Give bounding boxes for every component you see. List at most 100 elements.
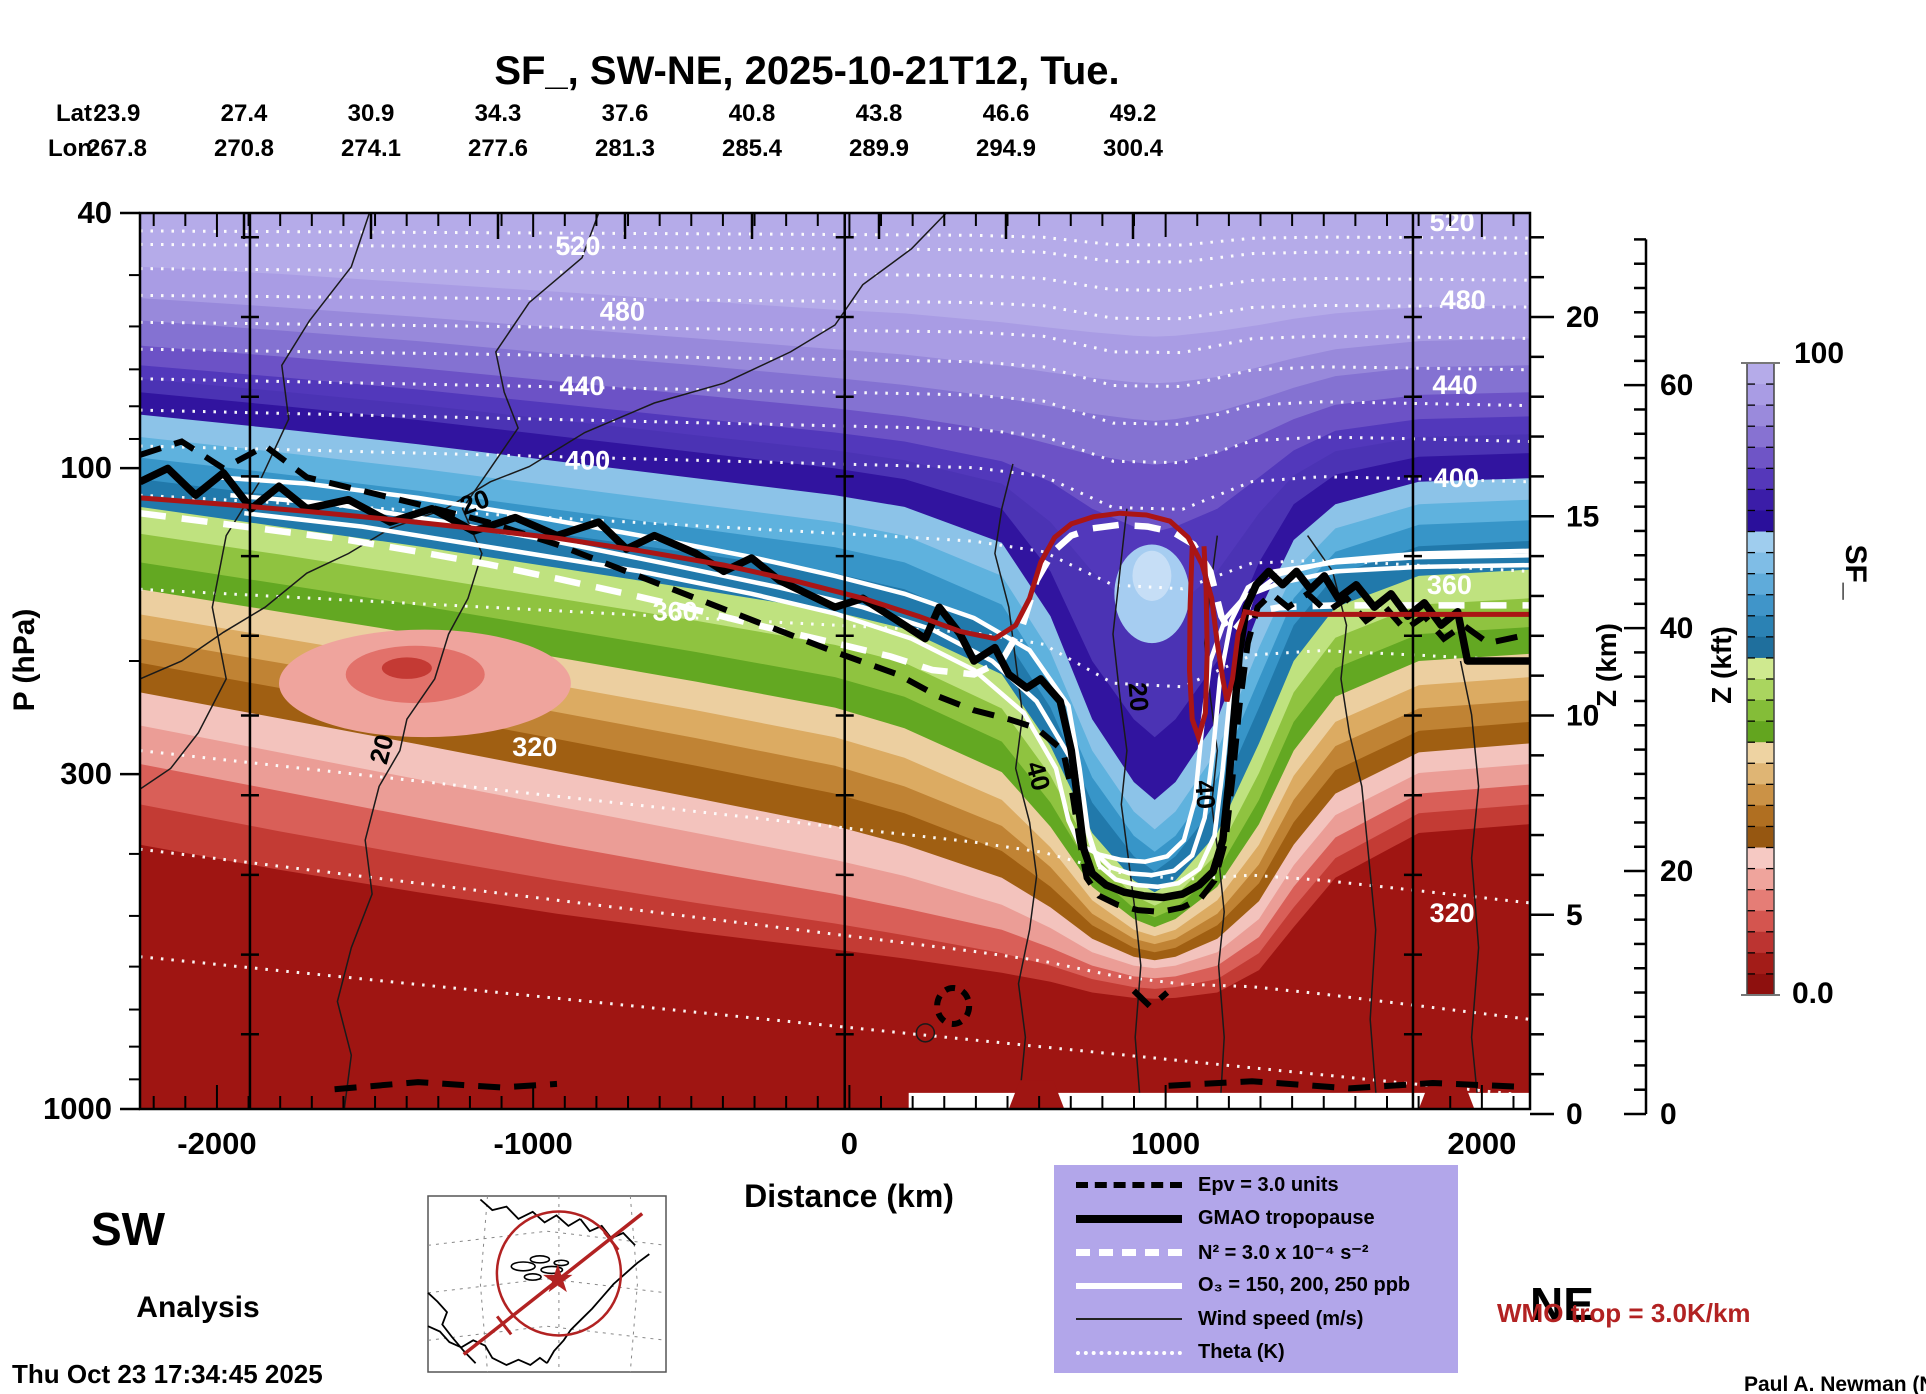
- legend-item: Wind speed (m/s): [1054, 1304, 1458, 1334]
- colorbar-segment: [1747, 531, 1774, 554]
- lon-row-label: Lon:: [48, 135, 100, 162]
- theta-contour: [140, 444, 1530, 511]
- colorbar-segment: [1747, 468, 1774, 490]
- gmao-tropopause-line: [140, 464, 1530, 902]
- theta-label: 320: [512, 732, 557, 762]
- page-title: SF_, SW-NE, 2025-10-21T12, Tue.: [494, 49, 1119, 93]
- legend-label: N² = 3.0 x 10⁻⁴ s⁻²: [1198, 1241, 1369, 1264]
- wmo-tropopause-line: [140, 495, 1530, 746]
- theta-label: 400: [565, 445, 610, 475]
- legend-swatch-wind: [1076, 1318, 1182, 1321]
- terrain-strip: [908, 1092, 1530, 1109]
- fill-band: [140, 824, 1530, 1109]
- wind-speed-contour-lines: [140, 213, 1480, 1109]
- colorbar-title: SF_: [1839, 544, 1872, 599]
- colorbar-segment: [1747, 784, 1774, 806]
- map-section-line: [462, 1212, 644, 1356]
- colorbar-segment: [1747, 847, 1774, 870]
- theta-label: 360: [653, 597, 698, 627]
- epv-segment: [1131, 988, 1170, 1011]
- lat-value: 49.2: [1110, 100, 1157, 127]
- theta-label: 440: [1432, 370, 1477, 400]
- analysis-label: Analysis: [136, 1291, 259, 1324]
- theta-contour: [140, 749, 1530, 905]
- z-kft-tick-label: 0: [1660, 1098, 1677, 1131]
- lat-value: 34.3: [475, 100, 522, 127]
- lon-value: 285.4: [722, 135, 783, 162]
- theta-contour: [140, 320, 1530, 355]
- legend-label: Theta (K): [1198, 1341, 1285, 1364]
- lon-value: 294.9: [976, 135, 1036, 162]
- colorbar-segment: [1747, 426, 1774, 448]
- theta-label: 320: [1430, 898, 1475, 928]
- wind-label: 20: [1122, 681, 1154, 712]
- lat-value: 43.8: [856, 100, 903, 127]
- map-coastline: [427, 1325, 548, 1367]
- colorbar-segment: [1747, 679, 1774, 701]
- colorbar-segment: [1747, 363, 1774, 385]
- epv-segment: [334, 1079, 558, 1093]
- colorbar-segment: [1747, 700, 1774, 722]
- colorbar-segment: [1747, 657, 1774, 680]
- wmo-loop: [1186, 546, 1210, 746]
- lat-value: 23.9: [94, 100, 141, 127]
- legend-item: Epv = 3.0 units: [1054, 1170, 1458, 1200]
- lat-value: 27.4: [221, 100, 268, 127]
- lon-value: 300.4: [1103, 135, 1164, 162]
- theta-label: 520: [555, 231, 600, 261]
- lat-value: 40.8: [729, 100, 776, 127]
- anomaly-blob: [1132, 550, 1172, 601]
- sw-corner-label: SW: [91, 1203, 166, 1255]
- theta-contour: [140, 377, 1530, 426]
- colorbar-segment: [1747, 489, 1774, 512]
- wind-contour: [140, 213, 947, 680]
- map-coastline: [427, 1292, 477, 1364]
- colorbar-max-label: 100: [1794, 337, 1844, 370]
- gmao-tropopause: [140, 464, 1530, 902]
- distance-tick-label: 2000: [1447, 1126, 1516, 1161]
- legend-swatch-gmao: [1076, 1214, 1182, 1223]
- theta-label: 400: [1434, 463, 1479, 493]
- timestamp-label: Thu Oct 23 17:34:45 2025: [12, 1359, 323, 1389]
- lon-value: 274.1: [341, 135, 401, 162]
- anomaly-blob: [381, 657, 432, 679]
- colorbar-segment: [1747, 615, 1774, 638]
- colorbar-segment: [1747, 952, 1774, 975]
- distance-tick-label: 0: [841, 1126, 858, 1161]
- distance-tick-label: 1000: [1131, 1126, 1200, 1161]
- colorbar-segment: [1747, 763, 1774, 785]
- legend-item: N² = 3.0 x 10⁻⁴ s⁻²: [1054, 1237, 1458, 1267]
- z-km-tick-label: 0: [1566, 1098, 1583, 1131]
- pressure-tick-label: 40: [78, 195, 112, 230]
- surface-terrain-strip: [908, 1080, 1530, 1109]
- z-km-tick-label: 5: [1566, 899, 1583, 932]
- pressure-tick-label: 100: [60, 450, 112, 485]
- epv-closed: [934, 984, 973, 1027]
- theta-contour: [140, 347, 1530, 389]
- lat-value: 30.9: [348, 100, 395, 127]
- map-coastline: [479, 1198, 581, 1228]
- map-cross-tick: [495, 1315, 513, 1336]
- lon-value: 289.9: [849, 135, 909, 162]
- wind-contour: [336, 213, 600, 1109]
- credit-label: Paul A. Newman (NASA: [1744, 1373, 1926, 1394]
- legend-swatch-o3: [1076, 1282, 1182, 1289]
- wind-contour-closed: [915, 1023, 936, 1043]
- colorbar-segment: [1747, 405, 1774, 427]
- colorbar-segment: [1747, 510, 1774, 533]
- lon-value: 267.8: [87, 135, 147, 162]
- map-lake: [529, 1255, 551, 1264]
- wmo-tropopause: [140, 495, 1530, 702]
- legend-box: Epv = 3.0 units GMAO tropopause N² = 3.0 x…: [1054, 1165, 1458, 1373]
- map-coastline: [546, 1253, 650, 1364]
- terrain-bump: [1418, 1080, 1475, 1109]
- map-lake: [540, 1265, 564, 1275]
- lat-row-label: Lat:: [56, 100, 100, 127]
- z-km-tick-label: 20: [1566, 301, 1599, 334]
- lon-value: 281.3: [595, 135, 655, 162]
- theta-label: 520: [1430, 207, 1475, 237]
- z-km-tick-label: 10: [1566, 700, 1599, 733]
- theta-label: 480: [600, 297, 645, 327]
- z-kft-tick-label: 40: [1660, 612, 1693, 645]
